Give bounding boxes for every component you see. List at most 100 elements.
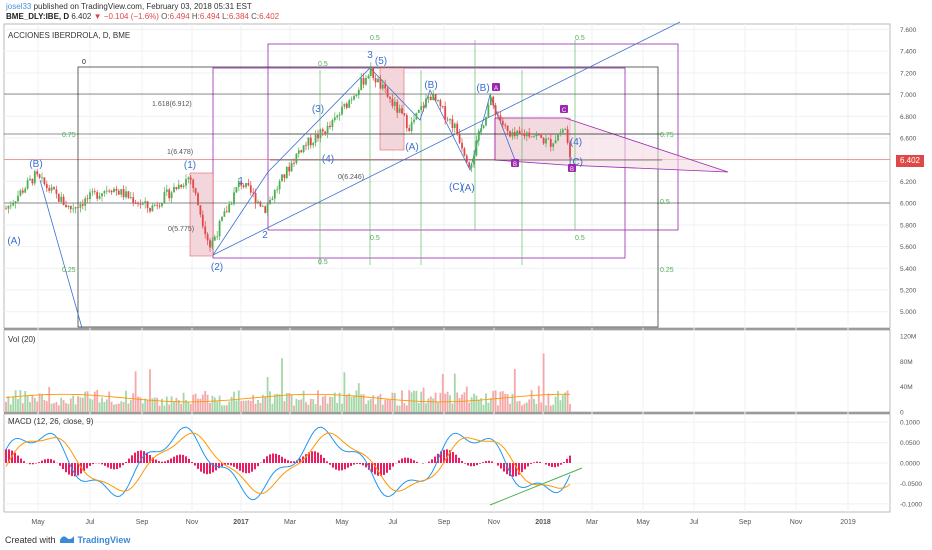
volume-bar (396, 405, 399, 412)
volume-bar (247, 400, 250, 412)
candle-body (429, 96, 432, 101)
volume-bar (53, 403, 55, 412)
trend-line-2 (39, 179, 83, 329)
candle-body (264, 206, 267, 213)
volume-bar (451, 403, 454, 412)
volume-bar (456, 392, 459, 412)
macd-hist-bar (155, 459, 157, 463)
macd-hist-bar (200, 463, 202, 472)
macd-hist-bar (326, 461, 328, 463)
volume-bar (468, 402, 471, 412)
y-tick-label: 6.600 (900, 136, 917, 143)
volume-bar (362, 394, 365, 412)
candle-body (333, 117, 336, 121)
candle-body (441, 106, 444, 107)
trend-line-1 (212, 21, 681, 256)
candle-body (129, 197, 132, 198)
candle-body (530, 136, 533, 138)
volume-bar (245, 400, 247, 412)
volume-bar (257, 399, 259, 412)
candle-body (98, 196, 101, 199)
volume-bar (564, 392, 567, 412)
macd-hist-bar (89, 463, 91, 466)
candle-body (269, 200, 271, 205)
vol-tick-label: 40M (900, 384, 913, 391)
candle-body (185, 179, 187, 186)
candle-body (319, 129, 322, 139)
macd-hist-bar (455, 454, 457, 463)
candle-body (247, 183, 250, 186)
volume-bar (465, 386, 468, 412)
candle-body (413, 119, 415, 123)
candle-body (545, 138, 547, 144)
last-price-tag: 6.402 (896, 155, 924, 167)
y-tick-label: 7.000 (900, 92, 917, 99)
volume-bar (206, 394, 209, 412)
candle-body (65, 205, 67, 208)
volume-bar (485, 393, 487, 412)
tradingview-brand[interactable]: TradingView (77, 534, 131, 545)
volume-bar (175, 397, 178, 412)
symbol: BME_DLY:IBE, D (6, 12, 70, 21)
y-tick-label: 6.200 (900, 179, 917, 186)
volume-bar (525, 402, 528, 412)
volume-bar (271, 403, 274, 412)
volume-bar (50, 403, 53, 412)
macd-hist-bar (314, 451, 316, 463)
macd-hist-bar (20, 458, 22, 463)
candle-body (55, 189, 58, 194)
volume-bar (542, 353, 545, 412)
volume-bar (432, 398, 435, 412)
macd-hist-bar (77, 463, 79, 476)
candle-body (62, 196, 65, 206)
volume-bar (77, 396, 79, 412)
volume-bar (84, 391, 87, 412)
candle-body (230, 204, 233, 205)
x-tick-label: Jul (389, 519, 398, 526)
candle-body (257, 201, 259, 204)
volume-bar (324, 395, 327, 412)
candle-body (105, 190, 108, 192)
candle-body (557, 134, 559, 141)
macd-hist-bar (374, 463, 376, 475)
volume-bar (180, 403, 183, 412)
candle-body (369, 67, 372, 76)
candle-body (31, 178, 34, 184)
fib-value-label: 0(6.246) (338, 174, 364, 181)
volume-bar (345, 395, 348, 412)
candle-body (17, 195, 19, 202)
macd-hist-bar (35, 463, 37, 464)
macd-hist-bar (242, 463, 244, 473)
candle-body (69, 205, 72, 210)
candle-body (199, 205, 202, 215)
candle-body (401, 108, 403, 114)
candle-body (134, 203, 137, 204)
candle-body (528, 132, 531, 137)
candle-body (254, 193, 257, 204)
candle-body (386, 88, 389, 97)
macd-hist-bar (320, 454, 322, 463)
candle-body (86, 198, 89, 200)
candle-body (468, 162, 471, 168)
macd-hist-bar (230, 463, 232, 466)
volume-bar (192, 394, 195, 412)
candle-body (348, 100, 351, 108)
author-link[interactable]: josel33 (6, 2, 32, 11)
volume-bar (537, 385, 540, 412)
candle-body (115, 188, 118, 191)
candle-body (158, 205, 161, 207)
macd-hist-bar (281, 456, 283, 463)
candle-body (559, 132, 562, 135)
candle-body (84, 198, 87, 206)
volume-bar (401, 390, 403, 412)
volume-bar (86, 391, 89, 412)
macd-hist-bar (404, 457, 406, 463)
volume-bar (170, 396, 173, 412)
macd-hist-bar (317, 452, 319, 463)
candle-body (485, 117, 487, 126)
volume-bar (36, 401, 39, 412)
macd-hist-bar (434, 456, 436, 463)
x-tick-label: Nov (790, 519, 803, 526)
candle-body (276, 189, 279, 191)
